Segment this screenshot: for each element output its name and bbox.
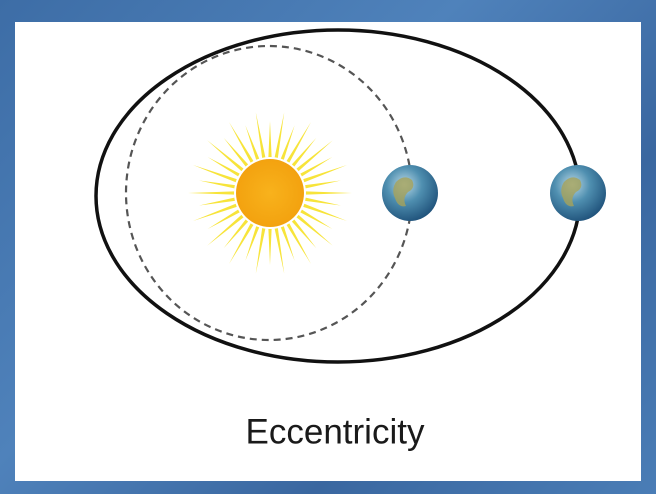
- earth: [550, 165, 606, 221]
- caption: Eccentricity: [246, 412, 425, 451]
- earth-near: [382, 165, 438, 221]
- diagram: Eccentricity: [0, 0, 656, 494]
- page: Eccentricity (() => { const data = JSON.…: [0, 0, 656, 494]
- earth: [382, 165, 438, 221]
- earth-far: [550, 165, 606, 221]
- sun: [236, 159, 304, 227]
